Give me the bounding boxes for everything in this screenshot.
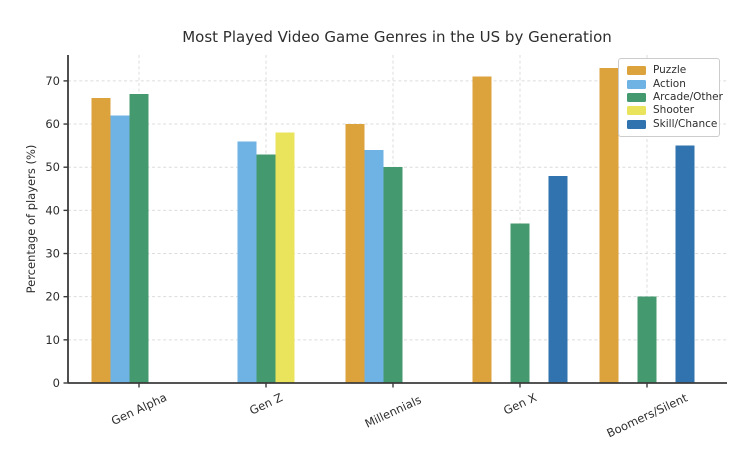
bar-arcade-other-boomers-silent <box>637 296 657 383</box>
bar-shooter-gen-z <box>275 132 295 383</box>
bar-arcade-other-gen-x <box>510 223 530 383</box>
legend-item-action: Action <box>627 77 711 90</box>
x-tick-label: Gen Alpha <box>109 390 169 428</box>
legend-item-puzzle: Puzzle <box>627 64 711 77</box>
bar-skill-chance-gen-x <box>548 175 568 383</box>
y-tick-label: 20 <box>45 290 60 304</box>
legend-swatch-icon <box>627 66 646 76</box>
bar-puzzle-boomers-silent <box>599 67 619 384</box>
legend-label: Action <box>653 77 686 90</box>
bar-puzzle-gen-x <box>472 76 492 383</box>
y-axis-label: Percentage of players (%) <box>24 144 38 294</box>
bar-action-gen-z <box>237 141 257 383</box>
legend-item-skill-chance: Skill/Chance <box>627 118 717 131</box>
legend-label: Shooter <box>653 104 695 117</box>
y-tick-label: 10 <box>45 333 60 347</box>
x-tick-label: Millennials <box>363 392 424 430</box>
legend-swatch-icon <box>627 92 646 102</box>
bar-action-gen-alpha <box>110 115 130 383</box>
y-tick-label: 70 <box>45 74 60 88</box>
x-tick-label: Gen Z <box>247 390 285 417</box>
bar-arcade-other-millennials <box>383 167 403 383</box>
bar-arcade-other-gen-alpha <box>129 93 149 383</box>
y-tick-label: 30 <box>45 247 60 261</box>
chart-title: Most Played Video Game Genres in the US … <box>182 28 612 46</box>
bar-puzzle-gen-alpha <box>91 98 111 383</box>
legend: Puzzle Action Arcade/Other Shooter Skill/Cha… <box>618 58 723 137</box>
x-tick-label: Gen X <box>501 390 539 417</box>
y-tick-label: 40 <box>45 203 60 217</box>
legend-label: Puzzle <box>653 64 687 77</box>
legend-swatch-icon <box>627 106 646 116</box>
bar-puzzle-millennials <box>345 124 365 383</box>
legend-label: Arcade/Other <box>653 90 723 103</box>
legend-item-arcade-other: Arcade/Other <box>627 91 723 104</box>
legend-swatch-icon <box>627 79 646 89</box>
x-tick-label: Boomers/Silent <box>604 390 690 440</box>
legend-swatch-icon <box>627 119 646 129</box>
bar-action-millennials <box>364 149 384 383</box>
bar-skill-chance-boomers-silent <box>675 145 695 383</box>
legend-label: Skill/Chance <box>653 117 718 130</box>
legend-item-shooter: Shooter <box>627 104 711 117</box>
y-tick-label: 0 <box>53 376 60 390</box>
y-tick-label: 50 <box>45 160 60 174</box>
y-tick-label: 60 <box>45 117 60 131</box>
bar-arcade-other-gen-z <box>256 154 276 383</box>
